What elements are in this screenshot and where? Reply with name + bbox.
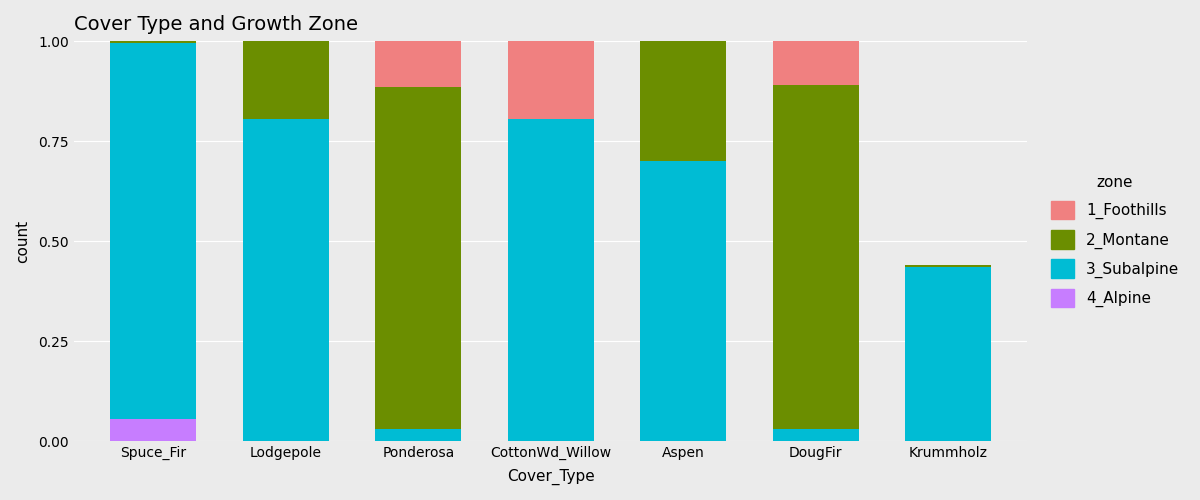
Bar (242, 119, 329, 442)
Bar (773, 41, 859, 85)
Bar (640, 161, 726, 442)
Bar (773, 85, 859, 430)
Bar (110, 420, 197, 442)
Bar (508, 119, 594, 442)
Bar (242, 41, 329, 119)
Bar (110, 43, 197, 420)
Legend: 1_Foothills, 2_Montane, 3_Subalpine, 4_Alpine: 1_Foothills, 2_Montane, 3_Subalpine, 4_A… (1045, 169, 1186, 314)
Bar (508, 41, 594, 119)
Bar (110, 41, 197, 43)
Bar (640, 41, 726, 161)
Bar (376, 430, 461, 442)
Bar (376, 87, 461, 430)
Y-axis label: count: count (14, 220, 30, 263)
Bar (376, 41, 461, 87)
Bar (905, 266, 991, 268)
X-axis label: Cover_Type: Cover_Type (506, 469, 594, 485)
Text: Cover Type and Growth Zone: Cover Type and Growth Zone (74, 15, 358, 34)
Bar (773, 430, 859, 442)
Bar (905, 268, 991, 442)
